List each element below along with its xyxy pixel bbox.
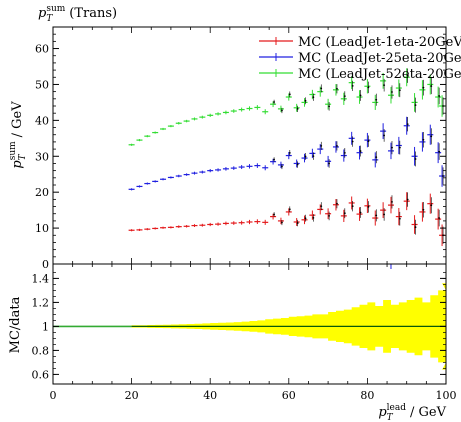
x-tick-label: 20 (125, 389, 139, 402)
ratio-y-tick-label: 1 (42, 320, 49, 333)
legend: MC (LeadJet-1eta-20GeV)MC (LeadJet-25eta… (259, 35, 461, 82)
chart-title: pTsum (Trans) (38, 4, 117, 24)
legend-label: MC (LeadJet-25eta-20GeV) (298, 51, 461, 66)
x-tick-label: 60 (282, 389, 296, 402)
ratio-y-axis-label: MC/data (8, 296, 23, 353)
y-tick-label: 60 (35, 43, 49, 56)
series-2 (128, 116, 446, 191)
y-tick-label: 40 (35, 114, 49, 127)
y-tick-label: 10 (35, 222, 49, 235)
y-tick-label: 30 (35, 150, 49, 163)
ratio-y-tick-label: 0.8 (32, 344, 50, 357)
y-tick-label: 0 (42, 258, 49, 271)
x-tick-label: 100 (436, 389, 457, 402)
y-tick-label: 50 (35, 78, 49, 91)
ratio-y-tick-label: 1.2 (32, 296, 50, 309)
main-y-axis-label: pTsum/ GeV (8, 101, 28, 169)
ratio-y-tick-label: 1.4 (32, 272, 50, 285)
x-tick-label: 40 (203, 389, 217, 402)
x-tick-label: 80 (360, 389, 374, 402)
x-tick-label: 0 (50, 389, 57, 402)
y-tick-label: 20 (35, 186, 49, 199)
legend-label: MC (LeadJet-1eta-20GeV) (298, 35, 461, 50)
series-3 (128, 68, 446, 146)
ratio-y-tick-label: 0.6 (32, 368, 50, 381)
ratio-panel: 0.6 0.8 1 1.2 1.4 0 20 40 60 80 100 (32, 263, 457, 402)
legend-label: MC (LeadJet-52eta-20GeV) (298, 67, 461, 82)
series-1 (128, 192, 446, 247)
x-axis-label: pTlead / GeV (378, 403, 446, 422)
